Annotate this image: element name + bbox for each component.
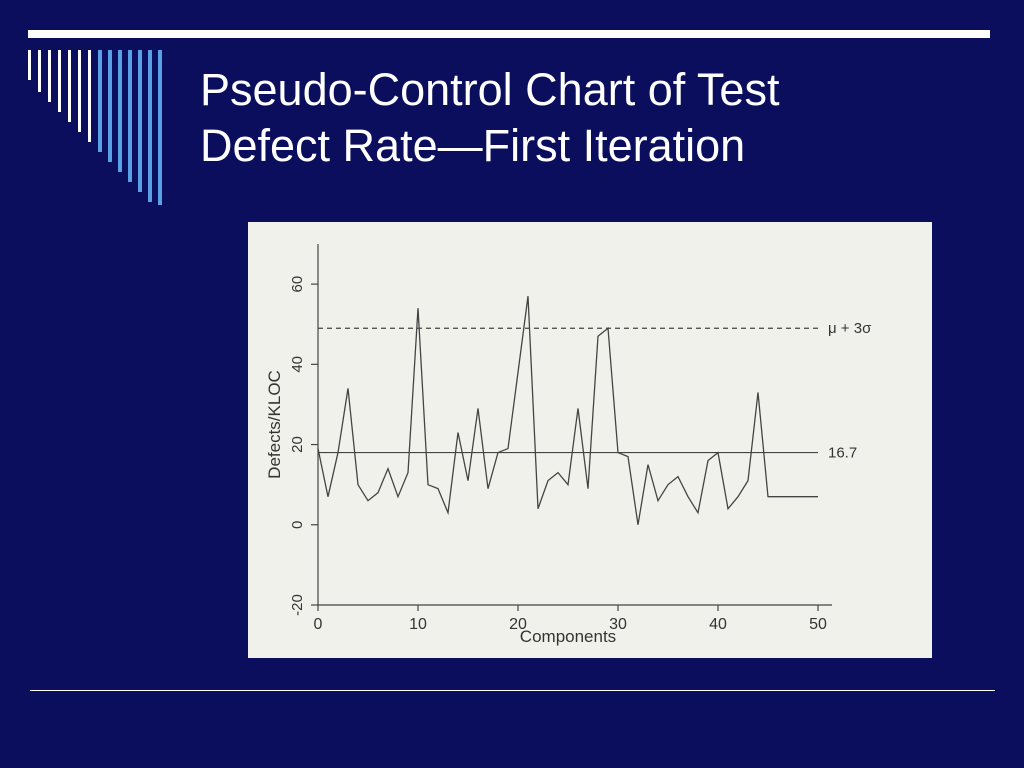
y-tick-label: 60 — [289, 276, 306, 293]
y-tick-label: 40 — [289, 356, 306, 373]
slide-title-line-1: Pseudo-Control Chart of Test — [200, 64, 780, 115]
deco-stripe — [148, 50, 152, 202]
deco-stripe — [58, 50, 61, 112]
x-tick-label: 50 — [809, 616, 827, 633]
deco-stripe — [48, 50, 51, 102]
top-rule — [28, 30, 990, 38]
deco-stripe — [158, 50, 162, 205]
deco-stripe — [128, 50, 132, 182]
deco-stripe — [28, 50, 31, 80]
y-axis-label: Defects/KLOC — [265, 370, 284, 479]
deco-stripe — [88, 50, 91, 142]
y-tick-label: 0 — [289, 521, 306, 529]
ucl-label: μ + 3σ — [828, 320, 872, 337]
x-tick-label: 30 — [609, 616, 627, 633]
chart-image: -20 0 20 40 60 0 10 20 30 40 50 Components Defects/K… — [248, 222, 932, 658]
deco-stripe — [98, 50, 102, 152]
bottom-rule — [30, 690, 995, 691]
slide-title-line-2: Defect Rate—First Iteration — [200, 120, 746, 171]
slide-title: Pseudo-Control Chart of Test Defect Rate… — [200, 62, 1000, 174]
y-tick-label: -20 — [289, 594, 306, 616]
data-series-line — [317, 296, 818, 525]
x-tick-label: 10 — [409, 616, 427, 633]
deco-stripe — [78, 50, 81, 132]
deco-stripe — [138, 50, 142, 192]
x-tick-label: 20 — [509, 616, 527, 633]
control-chart: -20 0 20 40 60 0 10 20 30 40 50 Components Defects/K… — [265, 244, 872, 646]
deco-stripe — [38, 50, 41, 92]
decorative-stripes — [28, 50, 162, 205]
x-tick-label: 40 — [709, 616, 727, 633]
deco-stripe — [108, 50, 112, 162]
y-tick-label: 20 — [289, 436, 306, 453]
deco-stripe — [68, 50, 71, 122]
mean-label: 16.7 — [828, 445, 857, 462]
deco-stripe — [118, 50, 122, 172]
x-axis-label: Components — [520, 627, 616, 646]
x-tick-label: 0 — [314, 616, 323, 633]
